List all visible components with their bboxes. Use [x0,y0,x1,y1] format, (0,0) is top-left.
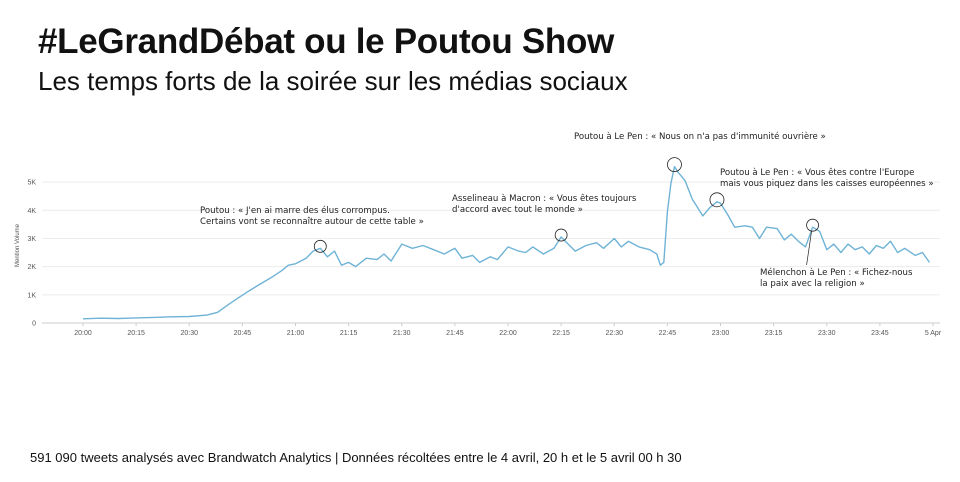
x-tick-label: 23:45 [871,330,889,337]
x-tick-label: 21:15 [340,330,358,337]
x-tick-label: 23:00 [712,330,730,337]
x-tick-label: 20:45 [234,330,252,337]
x-tick-label: 20:00 [74,330,92,337]
x-tick-label: 20:15 [127,330,145,337]
annotation-text: d'accord avec tout le monde » [452,205,583,215]
x-tick-label: 21:45 [446,330,464,337]
x-tick-label: 21:30 [393,330,411,337]
annotation-text: mais vous piquez dans les caisses europé… [720,178,934,189]
annotation-marker [313,239,327,253]
y-tick-label: 3K [27,236,36,243]
chart-subtitle: Les temps forts de la soirée sur les méd… [38,66,628,96]
annotation-text: Certains vont se reconnaître autour de c… [200,217,424,227]
chart-title: #LeGrandDébat ou le Poutou Show [38,22,615,61]
grid-lines [42,181,940,324]
annotation-marker [709,192,725,208]
y-tick-label: 4K [27,208,36,215]
annotations: Poutou : « J'en ai marre des élus corrom… [200,131,934,289]
x-tick-label: 22:30 [605,330,623,337]
annotation-text: Poutou : « J'en ai marre des élus corrom… [200,205,390,216]
annotation-marker [667,157,682,172]
y-tick-label: 5K [27,180,36,187]
annotation-text: la paix avec la religion » [760,279,865,289]
x-tick-label: 22:45 [659,330,677,337]
x-tick-label: 21:00 [287,330,305,337]
axes: 0 1K 2K 3K 4K 5K 20:00 20:15 20:30 20:45 21:00 21:1… [27,180,941,337]
annotation-text: Asselineau à Macron : « Vous êtes toujou… [452,193,637,204]
annotation-marker [806,218,819,232]
x-tick-label: 22:15 [552,330,570,337]
y-tick-label: 0 [32,321,36,328]
x-tick-label: 23:15 [765,330,783,337]
y-tick-label: 1K [27,292,36,299]
series-line [82,165,931,320]
annotation-leader [806,231,812,266]
x-tick-label: 5 Apr [925,330,942,337]
x-tick-label: 20:30 [180,330,198,337]
series-layer [82,165,931,320]
y-tick-label: 2K [27,264,36,271]
annotation-text: Mélenchon à Le Pen : « Fichez-nous [760,267,913,278]
x-tick-label: 22:00 [499,330,517,337]
y-axis-label: Mention Volume [15,223,21,267]
annotation-text: Poutou à Le Pen : « Vous êtes contre l'E… [720,167,914,178]
footer-note: 591 090 tweets analysés avec Brandwatch … [30,450,682,465]
x-tick-label: 23:30 [818,330,836,337]
annotation-text: Poutou à Le Pen : « Nous on n'a pas d'im… [574,131,826,142]
annotation-marker [554,228,568,242]
